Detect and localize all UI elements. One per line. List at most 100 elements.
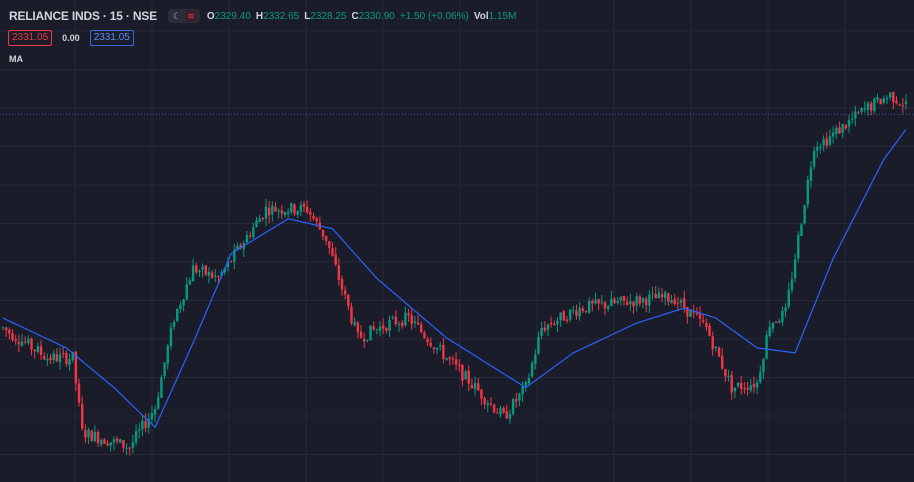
candle-body	[353, 321, 356, 325]
candle-body	[473, 383, 477, 390]
candle-body	[885, 97, 889, 99]
candle-body	[382, 325, 385, 329]
candle-body	[103, 439, 106, 444]
candle-body	[565, 319, 569, 321]
candle-body	[302, 203, 306, 207]
candle-body	[394, 316, 398, 325]
candle-body	[603, 302, 607, 309]
candle-body	[771, 323, 775, 329]
candle-body	[42, 355, 46, 360]
candle-body	[489, 403, 493, 405]
open-key: O	[206, 10, 215, 22]
candle-body	[556, 320, 559, 325]
candle-body	[553, 323, 556, 325]
candle-body	[901, 105, 905, 107]
candle-body	[578, 307, 581, 317]
candle-body	[480, 389, 483, 399]
candle-body	[559, 312, 562, 321]
candle-body	[496, 412, 499, 414]
candle-body	[87, 429, 90, 438]
candle-body	[217, 276, 220, 278]
candle-body	[632, 301, 635, 307]
candle-body	[835, 128, 838, 134]
candle-body	[163, 362, 166, 376]
candle-body	[372, 326, 375, 330]
candle-body	[448, 357, 451, 360]
candle-body	[816, 147, 819, 151]
candle-body	[765, 335, 768, 359]
candle-body	[112, 439, 116, 443]
moon-icon[interactable]: ☾	[172, 11, 181, 21]
candle-body	[651, 293, 654, 295]
candle-body	[568, 309, 572, 320]
candle-body	[220, 272, 223, 276]
candle-body	[698, 313, 702, 319]
candle-body	[36, 346, 40, 353]
change-value: +1.50 (+0.06%)	[399, 10, 469, 22]
candle-body	[172, 322, 176, 327]
open-value: 2329.40	[214, 10, 251, 22]
candle-body	[337, 265, 341, 280]
sell-button[interactable]: 2331.05	[8, 30, 53, 46]
candle-body	[695, 313, 699, 315]
candle-body	[860, 108, 863, 113]
candle-body	[882, 98, 886, 103]
candle-body	[581, 308, 585, 312]
candle-body	[610, 298, 613, 307]
candle-body	[58, 354, 62, 362]
close-value: 2330.90	[358, 10, 395, 22]
candle-body	[33, 349, 36, 352]
candle-body	[721, 355, 724, 369]
candle-body	[407, 313, 410, 316]
candle-body	[239, 244, 242, 248]
candle-body	[660, 294, 664, 298]
candle-body	[100, 440, 103, 445]
indicator-label-ma[interactable]: MA	[9, 54, 23, 64]
candle-body	[863, 108, 867, 110]
candle-body	[866, 103, 870, 110]
candle-body	[850, 118, 854, 120]
candle-body	[131, 442, 135, 448]
candle-body	[543, 327, 546, 331]
candle-body	[321, 229, 325, 237]
candle-body	[667, 293, 670, 302]
buy-button[interactable]: 2331.05	[89, 30, 134, 46]
candle-body	[784, 307, 787, 312]
candle-body	[508, 413, 512, 419]
session-toggle[interactable]: ☾ ≋	[167, 9, 200, 23]
candle-body	[404, 312, 407, 326]
candle-body	[736, 383, 740, 387]
trade-buttons: 2331.05 0.00 2331.05	[8, 30, 134, 46]
candles	[1, 91, 908, 456]
candle-body	[857, 112, 860, 114]
candle-body	[125, 447, 128, 449]
candle-body	[778, 321, 781, 323]
moving-average-line	[2, 129, 907, 429]
candle-body	[214, 275, 217, 277]
candle-body	[664, 292, 667, 299]
symbol-title[interactable]: RELIANCE INDS · 15 · NSE	[9, 9, 157, 23]
candle-body	[717, 347, 721, 357]
candle-body	[895, 100, 898, 104]
candle-body	[141, 420, 144, 430]
candle-body	[176, 308, 179, 322]
wave-icon[interactable]: ≋	[184, 10, 197, 22]
candle-body	[350, 306, 353, 324]
candle-body	[521, 386, 524, 395]
candle-body	[410, 315, 413, 325]
candle-body	[540, 327, 543, 336]
candle-body	[904, 101, 908, 105]
candle-body	[467, 370, 470, 384]
candle-body	[518, 393, 521, 401]
candle-body	[90, 430, 93, 442]
candle-body	[179, 304, 182, 309]
candle-body	[515, 399, 518, 402]
candle-body	[252, 227, 255, 238]
candle-body	[486, 403, 489, 406]
volume-key: Vol	[473, 10, 489, 22]
candle-body	[296, 211, 299, 215]
candle-body	[144, 421, 147, 428]
candle-body	[781, 310, 784, 323]
candle-body	[483, 398, 486, 404]
